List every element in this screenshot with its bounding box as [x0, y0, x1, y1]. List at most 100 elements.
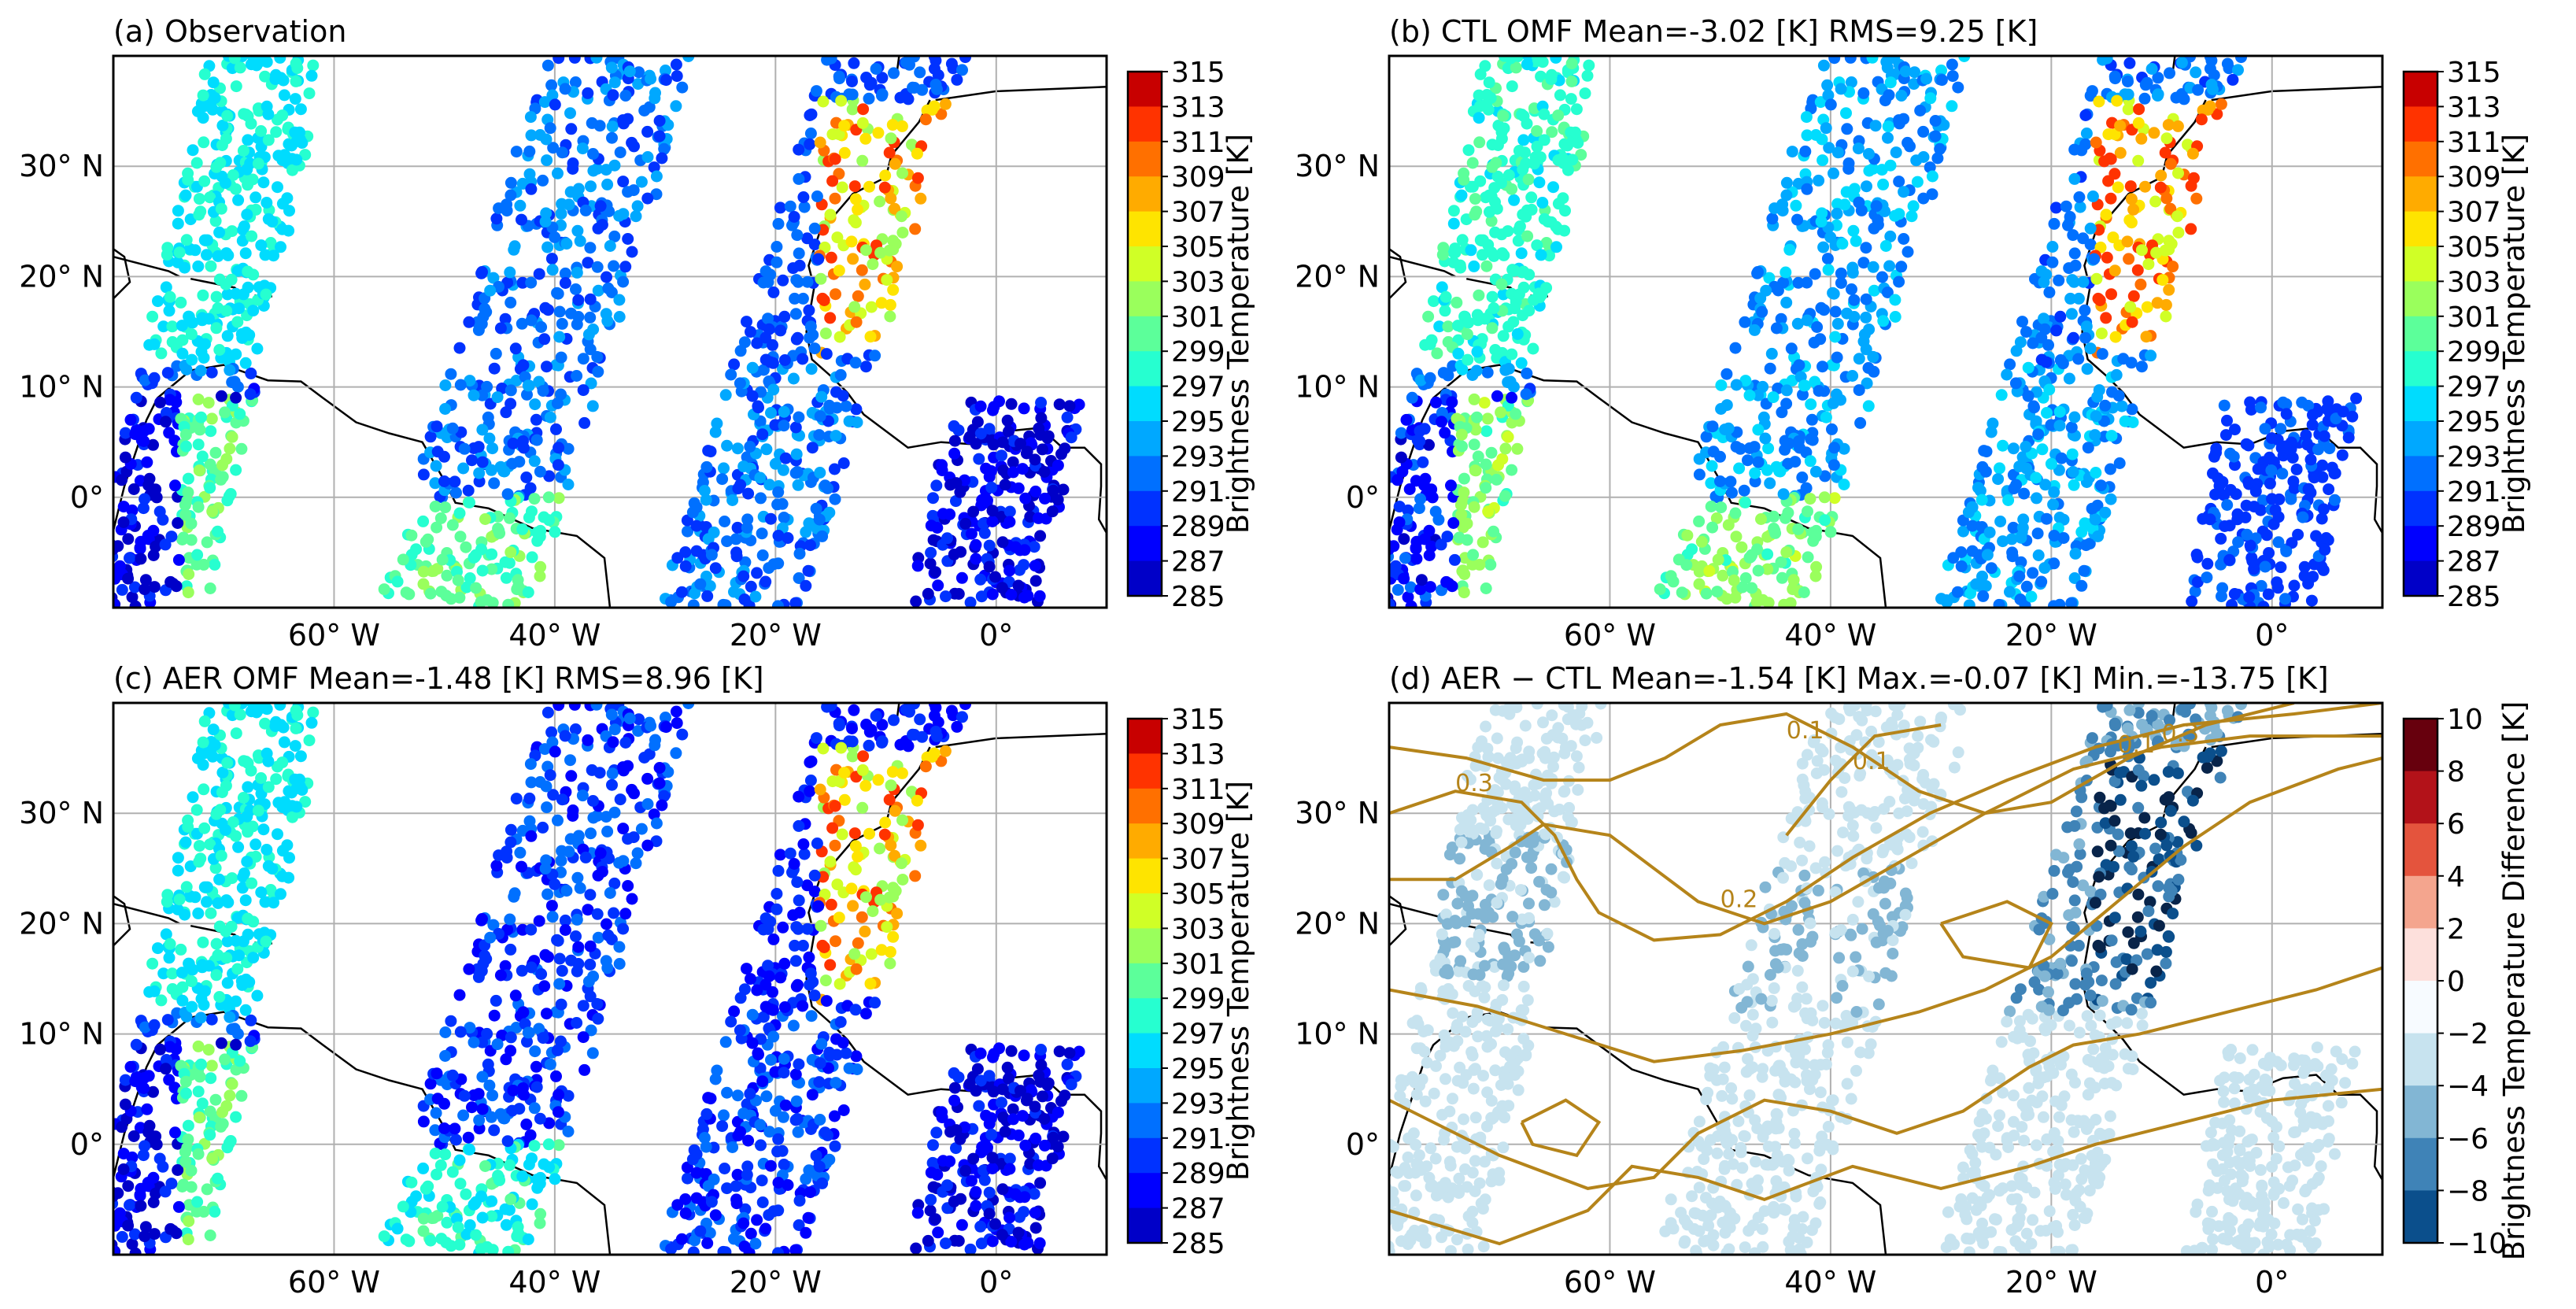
data-point	[682, 703, 695, 709]
data-point	[1893, 117, 1905, 130]
data-point	[717, 1245, 730, 1255]
data-point	[391, 575, 404, 588]
data-point	[2017, 513, 2030, 526]
data-point	[1517, 265, 1530, 278]
data-point	[290, 75, 302, 87]
data-point	[670, 100, 682, 113]
data-point	[705, 549, 718, 561]
data-point	[1447, 217, 1460, 230]
data-point	[537, 1032, 549, 1045]
data-point	[244, 1035, 257, 1048]
data-point	[94, 579, 106, 591]
data-point	[1829, 305, 1842, 318]
data-point	[1410, 553, 1423, 565]
data-point	[741, 513, 754, 526]
data-point	[1554, 89, 1566, 102]
data-point	[2010, 345, 2023, 357]
data-point	[116, 1230, 128, 1243]
data-point	[2223, 62, 2235, 75]
data-point	[983, 539, 996, 552]
data-point	[1525, 191, 1538, 204]
data-point	[417, 1162, 430, 1174]
data-point	[476, 564, 489, 577]
data-point	[641, 125, 654, 138]
data-point	[198, 783, 210, 796]
data-point	[454, 1178, 467, 1190]
data-point	[951, 73, 963, 86]
data-point	[2318, 430, 2330, 442]
data-point	[1495, 177, 1507, 189]
data-point	[739, 556, 752, 568]
coastline	[805, 99, 1107, 535]
data-point	[852, 203, 864, 216]
data-point	[950, 495, 962, 508]
data-point	[2192, 83, 2205, 96]
data-point	[251, 989, 264, 1002]
data-point	[2260, 529, 2273, 542]
data-point	[1522, 173, 1535, 186]
data-point	[2014, 593, 2027, 605]
data-point	[1786, 146, 1798, 158]
data-point	[1391, 474, 1404, 486]
data-point	[176, 347, 189, 360]
data-point	[584, 958, 597, 971]
data-point	[215, 473, 227, 486]
data-point	[2300, 429, 2312, 442]
data-point	[787, 262, 800, 275]
data-point	[205, 425, 217, 438]
data-point	[1761, 548, 1774, 560]
data-point	[476, 423, 489, 436]
data-point	[553, 442, 565, 454]
data-point	[2016, 521, 2029, 534]
data-point	[1850, 235, 1862, 247]
data-point	[1424, 581, 1436, 593]
data-point	[1877, 178, 1890, 190]
data-point	[836, 181, 848, 194]
data-point	[172, 205, 184, 217]
data-point	[737, 570, 750, 582]
data-point	[2048, 557, 2060, 570]
data-point	[1035, 397, 1048, 409]
data-point	[762, 312, 774, 325]
data-point	[202, 1044, 215, 1056]
data-point	[438, 475, 450, 487]
data-point	[771, 498, 784, 511]
data-point	[516, 1170, 529, 1182]
data-point	[1951, 586, 1964, 598]
data-point	[1935, 74, 1948, 87]
data-point	[2050, 324, 2063, 337]
data-point	[454, 379, 467, 391]
data-point	[185, 328, 198, 341]
colorbar-tick-label: 309	[2447, 161, 2501, 194]
data-point	[983, 423, 996, 435]
data-point	[2040, 512, 2053, 525]
data-point	[859, 278, 871, 290]
data-point	[559, 267, 571, 279]
data-point	[193, 840, 205, 852]
data-point	[175, 943, 187, 956]
data-point	[996, 436, 1009, 449]
data-point	[948, 548, 960, 560]
data-point	[424, 1078, 437, 1090]
data-point	[212, 949, 224, 961]
data-point	[122, 572, 135, 585]
data-point	[1780, 384, 1793, 397]
data-point	[1979, 580, 1992, 592]
data-point	[1369, 581, 1381, 593]
y-tick-label: 30° N	[1295, 149, 1380, 183]
colorbar-tick-label: 299	[2447, 336, 2501, 368]
data-point	[470, 1229, 482, 1241]
data-point	[2298, 560, 2311, 573]
data-point	[139, 493, 151, 505]
data-point	[606, 767, 619, 780]
data-point	[1391, 583, 1404, 596]
data-point	[948, 434, 961, 447]
data-point	[185, 975, 198, 988]
data-point	[435, 1233, 448, 1245]
data-point	[1480, 425, 1493, 438]
data-point	[922, 587, 934, 600]
data-point	[182, 586, 194, 599]
data-point	[117, 1163, 130, 1175]
data-point	[876, 72, 889, 84]
data-point	[555, 1035, 567, 1048]
